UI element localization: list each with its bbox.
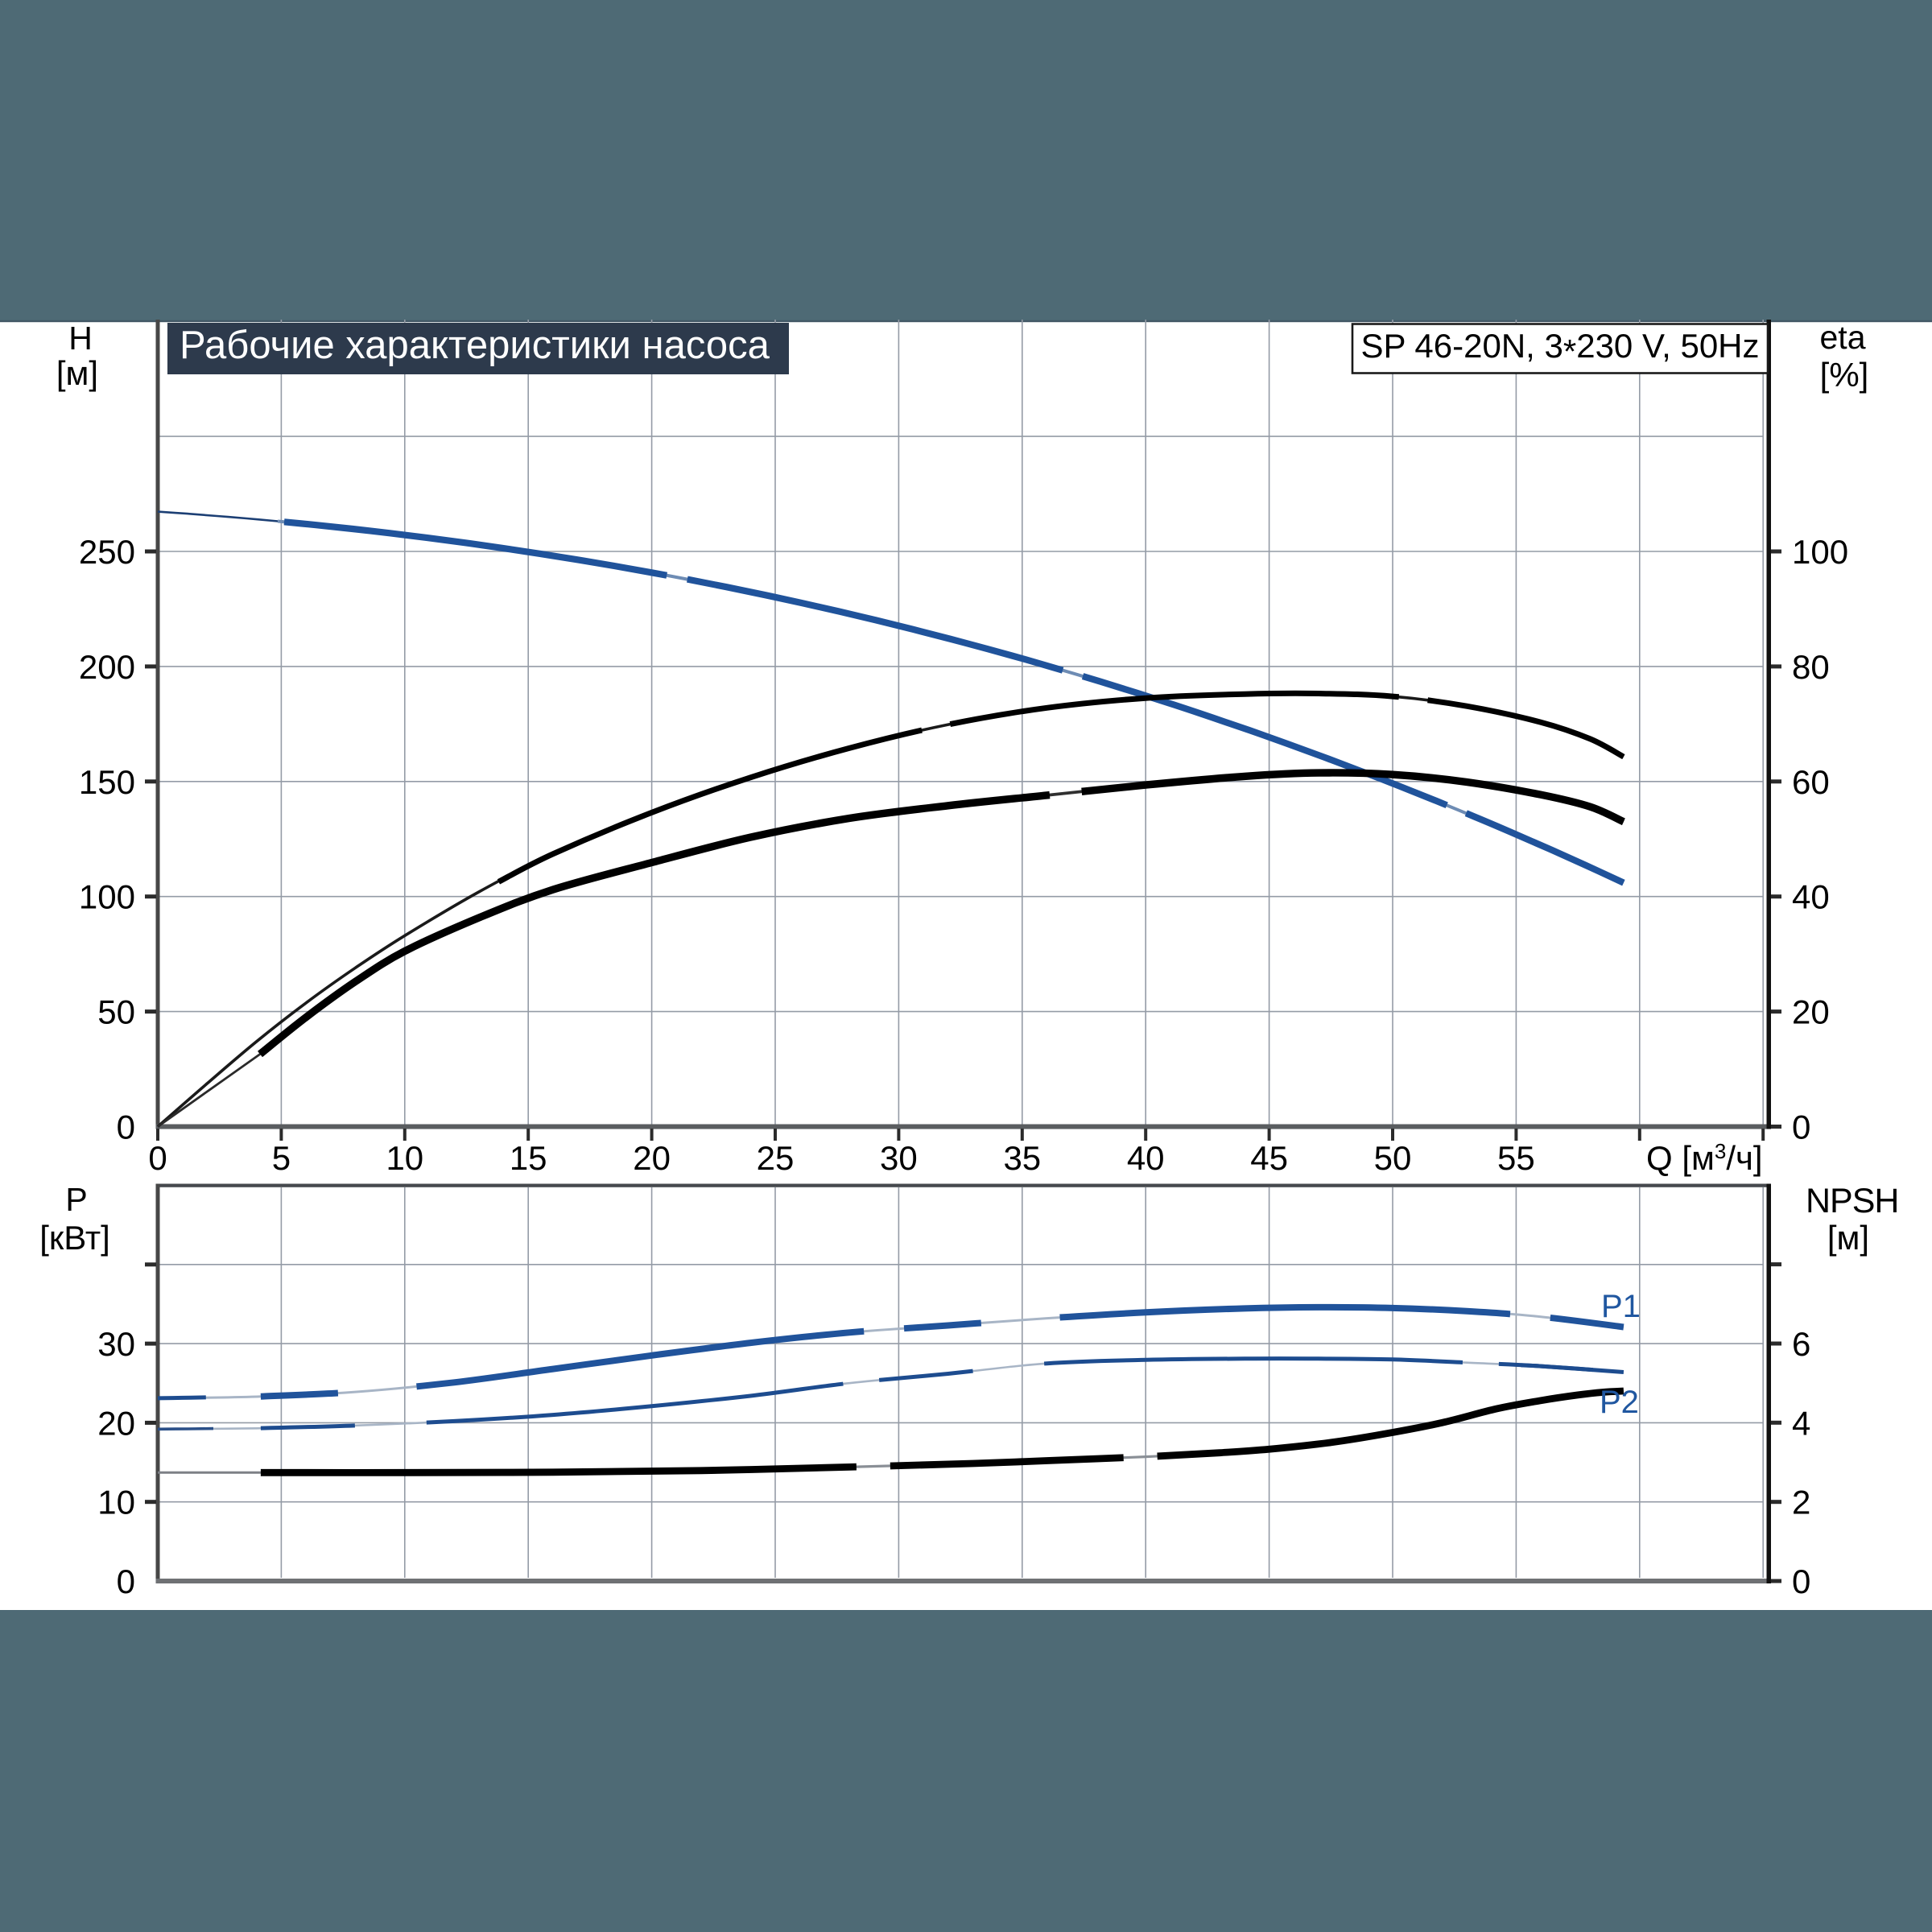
svg-text:40: 40 (1127, 1139, 1165, 1177)
svg-text:200: 200 (79, 648, 135, 686)
svg-text:0: 0 (148, 1139, 167, 1177)
svg-text:60: 60 (1792, 763, 1830, 801)
svg-text:20: 20 (633, 1139, 671, 1177)
svg-text:P2: P2 (1600, 1385, 1639, 1420)
svg-text:30: 30 (97, 1325, 135, 1363)
svg-text:10: 10 (97, 1484, 135, 1521)
svg-text:2: 2 (1792, 1484, 1810, 1521)
svg-text:15: 15 (510, 1139, 547, 1177)
svg-text:[%]: [%] (1820, 356, 1869, 394)
svg-text:P: P (65, 1181, 87, 1218)
svg-text:[м]: [м] (1827, 1219, 1869, 1257)
svg-text:0: 0 (1792, 1563, 1810, 1600)
svg-text:20: 20 (1792, 993, 1830, 1031)
svg-text:5: 5 (272, 1139, 291, 1177)
svg-text:SP 46-20N, 3*230 V, 50Hz: SP 46-20N, 3*230 V, 50Hz (1360, 327, 1759, 370)
svg-text:10: 10 (386, 1139, 423, 1177)
svg-text:100: 100 (1792, 533, 1848, 571)
svg-text:55: 55 (1497, 1139, 1535, 1177)
svg-text:H: H (68, 320, 93, 357)
svg-text:45: 45 (1250, 1139, 1288, 1177)
svg-text:0: 0 (117, 1108, 135, 1146)
svg-text:50: 50 (1374, 1139, 1412, 1177)
svg-text:50: 50 (97, 993, 135, 1031)
svg-text:35: 35 (1003, 1139, 1041, 1177)
svg-text:250: 250 (79, 533, 135, 571)
svg-text:150: 150 (79, 763, 135, 801)
svg-text:P1: P1 (1601, 1289, 1641, 1324)
svg-text:eta: eta (1820, 319, 1866, 356)
svg-text:100: 100 (79, 878, 135, 916)
svg-text:NPSH: NPSH (1806, 1182, 1898, 1220)
svg-text:4: 4 (1792, 1404, 1810, 1442)
svg-text:6: 6 (1792, 1325, 1810, 1363)
svg-text:80: 80 (1792, 648, 1830, 686)
svg-text:[кВт]: [кВт] (39, 1219, 110, 1257)
svg-text:30: 30 (880, 1139, 918, 1177)
svg-text:0: 0 (117, 1563, 135, 1600)
svg-text:Рабочие характеристики насоса: Рабочие характеристики насоса (180, 324, 770, 367)
svg-text:25: 25 (757, 1139, 795, 1177)
svg-text:40: 40 (1792, 878, 1830, 916)
svg-text:0: 0 (1792, 1108, 1810, 1146)
svg-text:Q [м3/ч]: Q [м3/ч] (1646, 1139, 1763, 1177)
svg-text:20: 20 (97, 1404, 135, 1442)
svg-text:[м]: [м] (56, 354, 98, 392)
